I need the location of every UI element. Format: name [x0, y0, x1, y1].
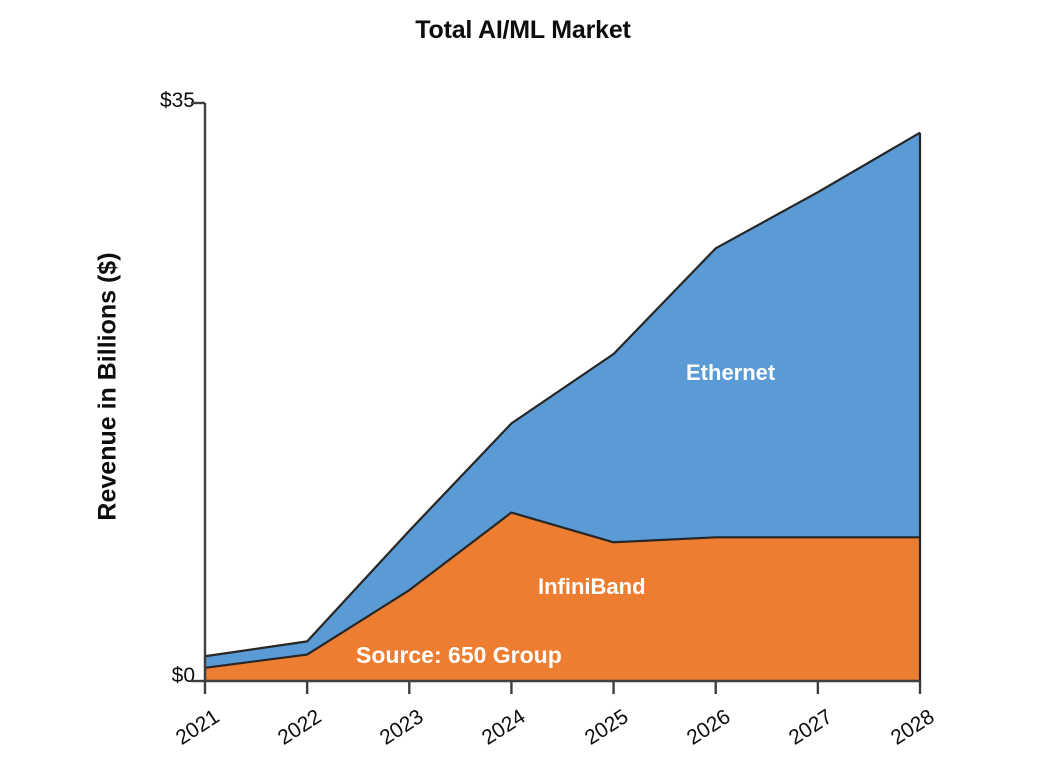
- x-axis-tick-label-2022: 2022: [273, 705, 326, 750]
- x-axis-tick-label-2025: 2025: [580, 705, 633, 750]
- series-label-infiniband: InfiniBand: [538, 574, 646, 599]
- series-label-ethernet: Ethernet: [686, 360, 776, 385]
- x-axis-tick-label-2023: 2023: [376, 705, 428, 750]
- y-axis-title: Revenue in Billions ($): [93, 252, 122, 521]
- y-axis-tick-label-max: $35: [159, 89, 195, 112]
- source-annotation: Source: 650 Group: [356, 642, 562, 668]
- chart-title: Total AI/ML Market: [415, 16, 631, 44]
- x-axis-tick-label-2028: 2028: [886, 705, 939, 750]
- x-axis-tick-label-2024: 2024: [478, 705, 530, 750]
- x-axis-tick-label-2026: 2026: [682, 705, 735, 750]
- x-axis-tick-label-2021: 2021: [171, 705, 224, 750]
- x-axis-tick-label-2027: 2027: [784, 705, 837, 750]
- y-axis-tick-label-min: $0: [171, 664, 195, 687]
- axis-group: [191, 101, 922, 694]
